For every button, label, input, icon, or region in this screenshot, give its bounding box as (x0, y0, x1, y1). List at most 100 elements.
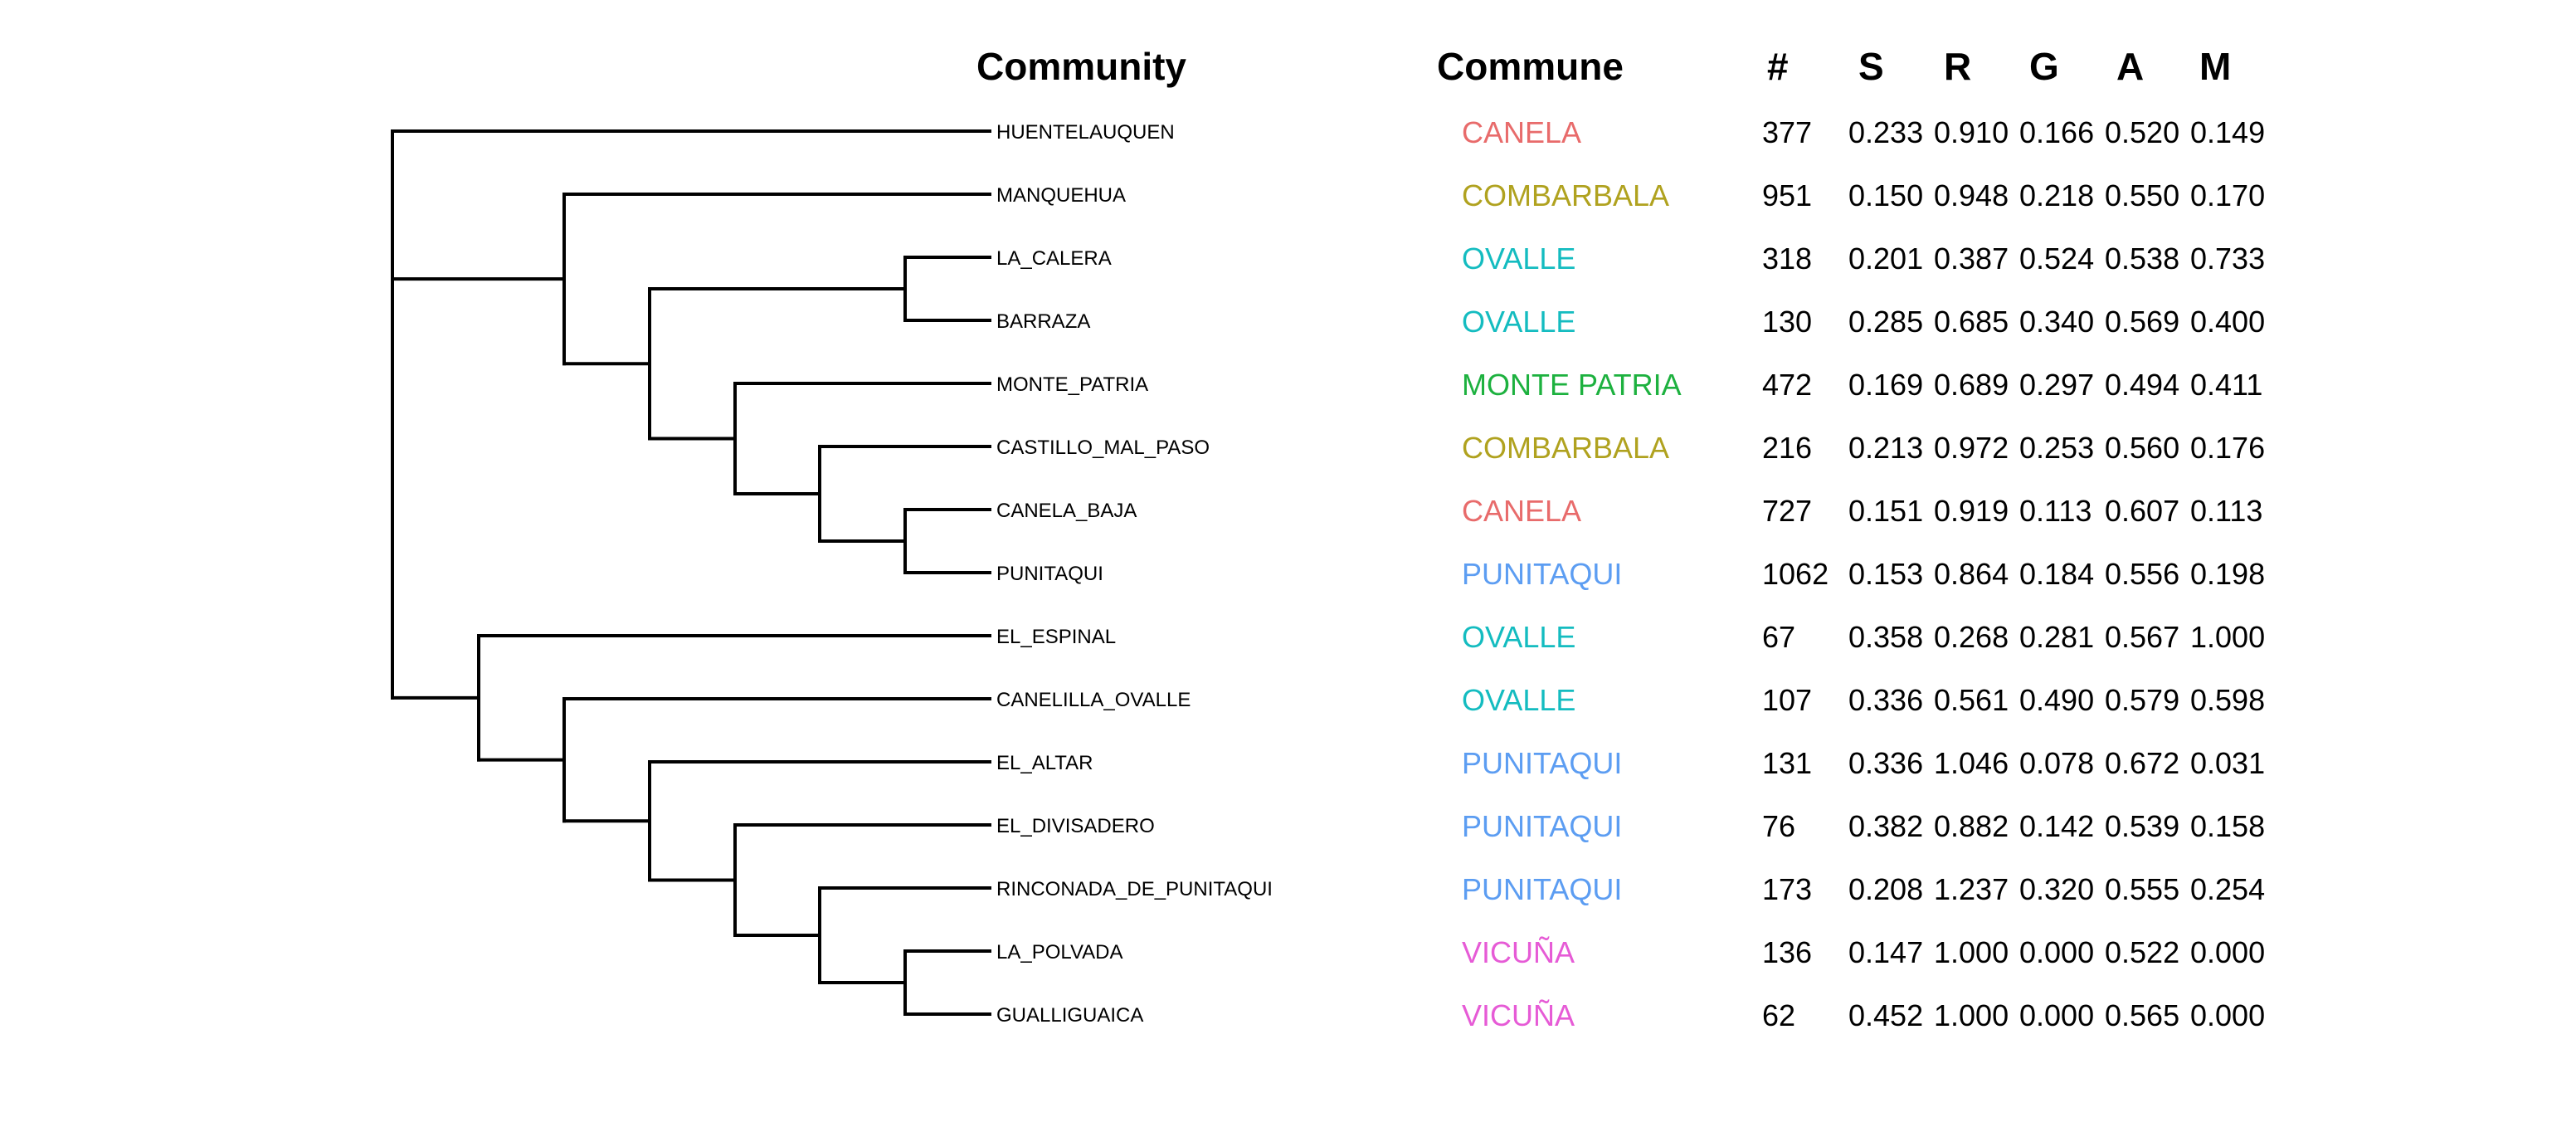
s-value: 0.147 (1848, 935, 1924, 969)
count-header: # (1767, 45, 1789, 88)
count-value: 727 (1762, 494, 1813, 528)
m-value: 0.000 (2190, 998, 2266, 1032)
m-value: 0.000 (2190, 935, 2266, 969)
commune-label: MONTE PATRIA (1462, 368, 1682, 402)
community-label: CASTILLO_MAL_PASO (996, 437, 1210, 459)
m-value: 0.400 (2190, 305, 2266, 339)
a-value: 0.520 (2105, 115, 2180, 149)
table-row: RINCONADA_DE_PUNITAQUI PUNITAQUI 173 0.208 1… (0, 858, 2576, 921)
commune-label: VICUÑA (1462, 935, 1575, 969)
commune-header: Commune (1437, 45, 1624, 88)
m-value: 0.149 (2190, 115, 2266, 149)
g-value: 0.184 (2019, 557, 2095, 591)
commune-label: COMBARBALA (1462, 431, 1670, 465)
commune-label: COMBARBALA (1462, 178, 1670, 212)
s-value: 0.336 (1848, 683, 1924, 717)
s-value: 0.151 (1848, 494, 1924, 528)
s-value: 0.150 (1848, 178, 1924, 212)
r-value: 0.910 (1934, 115, 2009, 149)
s-header: S (1858, 45, 1884, 88)
count-value: 173 (1762, 872, 1813, 906)
community-label: CANELILLA_OVALLE (996, 689, 1191, 711)
commune-label: OVALLE (1462, 620, 1576, 654)
a-value: 0.550 (2105, 178, 2180, 212)
a-value: 0.579 (2105, 683, 2180, 717)
table-row: GUALLIGUAICA VICUÑA 62 0.452 1.000 0.000 0.565… (0, 984, 2576, 1047)
commune-label: OVALLE (1462, 242, 1576, 276)
a-value: 0.607 (2105, 494, 2180, 528)
table-row: CANELA_BAJA CANELA 727 0.151 0.919 0.113 0.607… (0, 480, 2576, 543)
m-value: 1.000 (2190, 620, 2266, 654)
g-header: G (2029, 45, 2059, 88)
table-row: HUENTELAUQUEN CANELA 377 0.233 0.910 0.166 0.5… (0, 101, 2576, 164)
m-value: 0.411 (2190, 368, 2263, 402)
g-value: 0.253 (2019, 431, 2095, 465)
commune-label: OVALLE (1462, 683, 1576, 717)
community-label: CANELA_BAJA (996, 500, 1137, 522)
count-value: 107 (1762, 683, 1813, 717)
community-label: MONTE_PATRIA (996, 373, 1149, 396)
table-row: MANQUEHUA COMBARBALA 951 0.150 0.948 0.218 0.5… (0, 164, 2576, 227)
m-value: 0.254 (2190, 872, 2266, 906)
m-value: 0.031 (2190, 746, 2266, 780)
community-label: EL_DIVISADERO (996, 815, 1155, 837)
m-value: 0.158 (2190, 809, 2266, 843)
community-label: HUENTELAUQUEN (996, 121, 1175, 144)
table-row: CASTILLO_MAL_PASO COMBARBALA 216 0.213 0.972… (0, 417, 2576, 480)
g-value: 0.281 (2019, 620, 2095, 654)
m-value: 0.198 (2190, 557, 2266, 591)
a-value: 0.567 (2105, 620, 2180, 654)
community-label: EL_ALTAR (996, 752, 1093, 774)
g-value: 0.218 (2019, 178, 2095, 212)
a-value: 0.522 (2105, 935, 2180, 969)
s-value: 0.208 (1848, 872, 1924, 906)
table-row: MONTE_PATRIA MONTE PATRIA 472 0.169 0.689 0.2… (0, 354, 2576, 417)
a-value: 0.539 (2105, 809, 2180, 843)
community-label: RINCONADA_DE_PUNITAQUI (996, 878, 1273, 900)
count-value: 951 (1762, 178, 1813, 212)
s-value: 0.336 (1848, 746, 1924, 780)
m-value: 0.733 (2190, 242, 2266, 276)
m-value: 0.176 (2190, 431, 2266, 465)
s-value: 0.452 (1848, 998, 1924, 1032)
r-value: 0.919 (1934, 494, 2009, 528)
commune-label: CANELA (1462, 115, 1582, 149)
s-value: 0.201 (1848, 242, 1924, 276)
commune-label: PUNITAQUI (1462, 872, 1623, 906)
table-row: CANELILLA_OVALLE OVALLE 107 0.336 0.561 0.490… (0, 669, 2576, 732)
r-value: 0.561 (1934, 683, 2009, 717)
g-value: 0.166 (2019, 115, 2095, 149)
a-value: 0.494 (2105, 368, 2180, 402)
count-value: 472 (1762, 368, 1813, 402)
s-value: 0.169 (1848, 368, 1924, 402)
community-label: PUNITAQUI (996, 563, 1103, 585)
a-value: 0.538 (2105, 242, 2180, 276)
a-header: A (2116, 45, 2145, 88)
g-value: 0.078 (2019, 746, 2095, 780)
community-label: GUALLIGUAICA (996, 1004, 1144, 1027)
r-value: 0.689 (1934, 368, 2009, 402)
a-value: 0.672 (2105, 746, 2180, 780)
m-value: 0.598 (2190, 683, 2266, 717)
count-value: 62 (1762, 998, 1796, 1032)
r-value: 0.685 (1934, 305, 2009, 339)
r-value: 0.268 (1934, 620, 2009, 654)
s-value: 0.233 (1848, 115, 1924, 149)
a-value: 0.555 (2105, 872, 2180, 906)
r-value: 0.864 (1934, 557, 2009, 591)
community-label: MANQUEHUA (996, 184, 1127, 207)
count-value: 67 (1762, 620, 1796, 654)
commune-label: OVALLE (1462, 305, 1576, 339)
commune-label: PUNITAQUI (1462, 809, 1623, 843)
g-value: 0.320 (2019, 872, 2095, 906)
count-value: 136 (1762, 935, 1813, 969)
r-header: R (1944, 45, 1972, 88)
community-label: LA_POLVADA (996, 941, 1123, 964)
table-row: LA_POLVADA VICUÑA 136 0.147 1.000 0.000 0.522 0… (0, 921, 2576, 984)
r-value: 0.948 (1934, 178, 2009, 212)
g-value: 0.113 (2019, 494, 2092, 528)
table-row: PUNITAQUI PUNITAQUI 1062 0.153 0.864 0.184 0.5… (0, 543, 2576, 606)
count-value: 216 (1762, 431, 1813, 465)
r-value: 0.882 (1934, 809, 2009, 843)
